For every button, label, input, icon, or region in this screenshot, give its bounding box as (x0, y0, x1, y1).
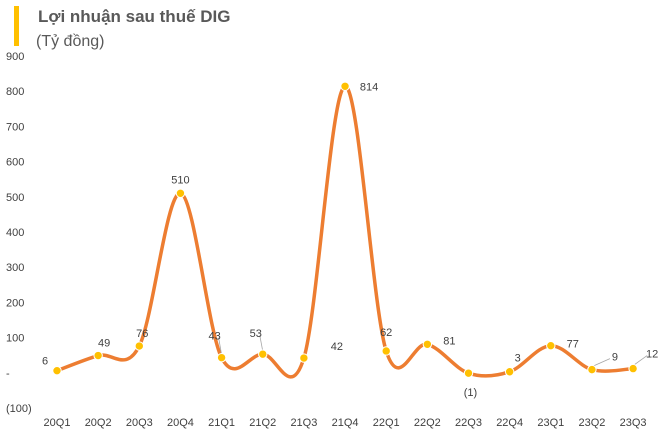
label-leader-line (632, 355, 648, 366)
data-point (628, 363, 638, 374)
data-point (340, 81, 350, 91)
data-point (422, 339, 433, 349)
x-tick-label: 20Q2 (85, 417, 112, 429)
data-label: 814 (360, 81, 378, 93)
data-label: 53 (250, 328, 262, 340)
data-point (381, 346, 391, 356)
x-tick-label: 23Q1 (537, 417, 564, 429)
data-label: 12 (646, 349, 658, 361)
data-label: 77 (567, 339, 579, 351)
y-tick-label: 700 (6, 121, 24, 133)
data-point (52, 365, 62, 376)
y-tick-label: 600 (6, 157, 24, 169)
data-label: 9 (612, 352, 618, 364)
data-point (93, 350, 103, 361)
x-tick-label: 22Q3 (455, 417, 482, 429)
data-point (175, 188, 186, 198)
data-label: 76 (136, 328, 148, 340)
x-tick-label: 21Q3 (290, 417, 317, 429)
data-point (134, 341, 145, 351)
data-point (463, 368, 474, 378)
label-leader-line (218, 337, 222, 355)
y-tick-label: - (6, 368, 10, 380)
x-tick-label: 21Q4 (332, 417, 359, 429)
label-leader-line (259, 335, 264, 352)
data-label: (1) (464, 387, 477, 399)
x-axis: 20Q1 20Q2 20Q3 20Q4 21Q1 21Q2 21Q3 21Q4 22Q1 22Q2… (44, 417, 647, 429)
x-tick-label: 20Q1 (44, 417, 71, 429)
data-labels: 6 49 76 510 43 53 42 814 62 81 (1) 3 77 9 12 (42, 81, 658, 399)
y-tick-label: (100) (6, 403, 32, 415)
data-point (299, 353, 309, 363)
data-point (546, 340, 556, 351)
data-label: 3 (515, 353, 521, 365)
label-leader-line (591, 358, 611, 367)
title-accent-bar (14, 6, 19, 46)
data-points (52, 81, 638, 378)
data-label: 43 (208, 331, 220, 343)
label-leader-lines (218, 335, 648, 367)
y-axis: 900 800 700 600 500 400 300 200 100 - (100) (6, 51, 32, 415)
x-tick-label: 22Q1 (373, 417, 400, 429)
data-point (216, 352, 227, 363)
y-tick-label: 800 (6, 86, 24, 98)
x-tick-label: 20Q3 (126, 417, 153, 429)
x-tick-label: 21Q1 (208, 417, 235, 429)
chart-title: Lợi nhuận sau thuế DIG (38, 7, 230, 26)
y-tick-label: 900 (6, 51, 24, 63)
y-tick-label: 300 (6, 262, 24, 274)
data-label: 62 (380, 327, 392, 339)
y-tick-label: 400 (6, 227, 24, 239)
x-tick-label: 23Q3 (620, 417, 647, 429)
chart-subtitle: (Tỷ đồng) (36, 33, 104, 50)
x-tick-label: 22Q4 (496, 417, 523, 429)
x-tick-label: 23Q2 (578, 417, 605, 429)
x-tick-label: 22Q2 (414, 417, 441, 429)
data-label: 49 (98, 338, 110, 350)
x-tick-label: 21Q2 (249, 417, 276, 429)
data-label: 6 (42, 356, 48, 368)
y-tick-label: 500 (6, 192, 24, 204)
data-label: 42 (331, 341, 343, 353)
y-tick-label: 200 (6, 297, 24, 309)
data-point (587, 364, 597, 375)
y-tick-label: 100 (6, 333, 24, 345)
data-label: 510 (171, 174, 189, 186)
data-label: 81 (443, 335, 455, 347)
x-tick-label: 20Q4 (167, 417, 194, 429)
data-point (504, 367, 515, 377)
data-point (258, 349, 268, 359)
